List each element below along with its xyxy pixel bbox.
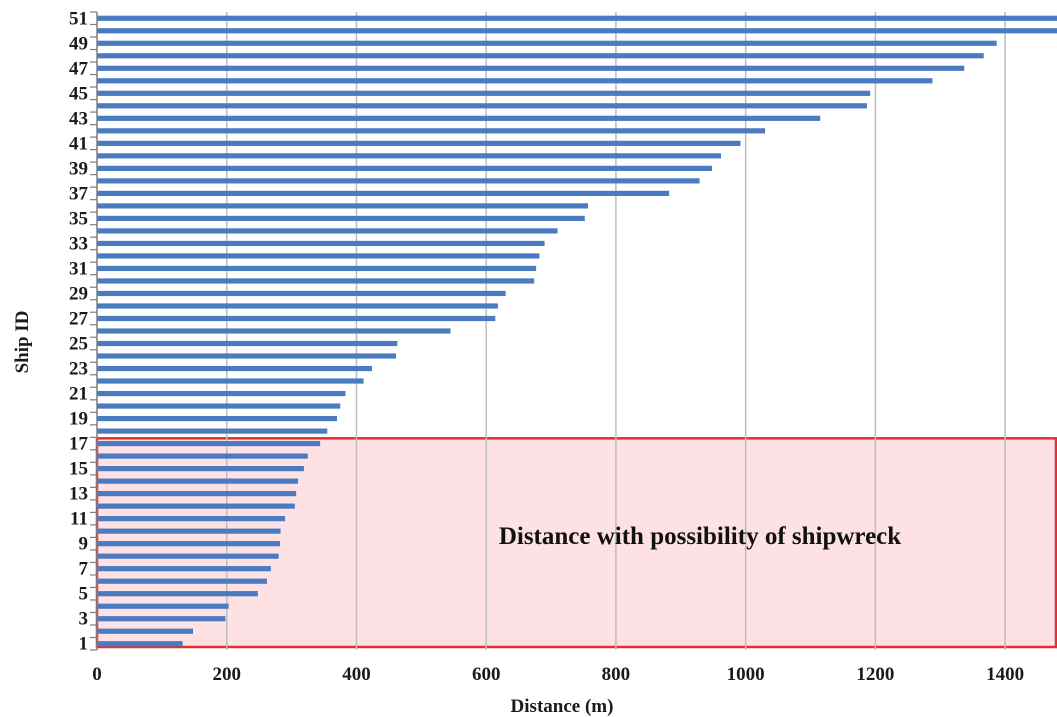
bar-ship-29	[97, 290, 506, 297]
bar-ship-5	[97, 591, 258, 597]
bar-ship-49	[97, 40, 997, 46]
bar-ship-22	[97, 378, 364, 384]
y-tick-label-27: 27	[69, 308, 89, 329]
y-tick-labels: 1357911131517192123252729313335373941434…	[69, 8, 89, 654]
bar-ship-30	[97, 278, 535, 284]
y-tick-label-13: 13	[69, 484, 88, 505]
y-tick-label-3: 3	[79, 609, 89, 630]
y-tick-label-19: 19	[69, 409, 88, 430]
bar-ship-45	[97, 90, 871, 96]
y-tick-label-7: 7	[79, 559, 89, 580]
y-tick-label-39: 39	[69, 158, 88, 179]
bar-ship-31	[97, 265, 537, 272]
bar-ship-7	[97, 566, 271, 572]
bar-ship-38	[97, 178, 700, 184]
x-tick-label-1000: 1000	[727, 664, 765, 685]
bars	[97, 15, 1057, 647]
y-tick-label-5: 5	[79, 584, 89, 605]
bar-ship-15	[97, 466, 304, 472]
bar-ship-33	[97, 240, 545, 247]
bar-ship-48	[97, 53, 984, 59]
y-tick-label-25: 25	[69, 334, 88, 355]
y-tick-label-45: 45	[69, 83, 88, 104]
bar-ship-18	[97, 428, 328, 434]
y-tick-label-49: 49	[69, 33, 88, 54]
bar-ship-4	[97, 603, 229, 609]
bar-ship-43	[97, 115, 821, 121]
y-tick-label-9: 9	[79, 534, 89, 555]
bar-ship-28	[97, 303, 498, 309]
x-tick-label-600: 600	[472, 664, 501, 685]
bar-ship-11	[97, 516, 286, 522]
bar-ship-47	[97, 65, 965, 71]
bar-ship-32	[97, 253, 540, 259]
x-tick-label-1200: 1200	[856, 664, 894, 685]
bar-ship-2	[97, 628, 193, 634]
bar-ship-24	[97, 353, 397, 359]
bar-ship-10	[97, 528, 281, 534]
bar-ship-17	[97, 440, 321, 447]
bar-ship-9	[97, 541, 280, 547]
y-tick-label-15: 15	[69, 459, 88, 480]
x-tick-labels: 0 200 400 600 800 1000 1200 1400	[92, 664, 1024, 685]
y-tick-label-17: 17	[69, 434, 89, 455]
x-tick-label-800: 800	[602, 664, 631, 685]
bar-ship-35	[97, 215, 585, 222]
y-tick-label-1: 1	[79, 634, 89, 655]
bar-ship-36	[97, 203, 589, 209]
bar-ship-6	[97, 578, 267, 584]
x-tick-label-1400: 1400	[986, 664, 1024, 685]
y-tick-label-35: 35	[69, 208, 88, 229]
shipwreck-zone-label: Distance with possibility of shipwreck	[499, 523, 901, 550]
y-tick-label-11: 11	[70, 509, 88, 530]
y-tick-label-47: 47	[69, 58, 89, 79]
y-tick-label-43: 43	[69, 108, 88, 129]
bar-ship-23	[97, 365, 373, 372]
bar-ship-21	[97, 390, 346, 397]
bar-ship-50	[97, 28, 1057, 34]
bar-ship-46	[97, 78, 933, 84]
bar-ship-16	[97, 453, 308, 459]
bar-ship-41	[97, 140, 741, 146]
bar-ship-19	[97, 415, 337, 422]
bar-ship-14	[97, 478, 299, 484]
y-tick-label-37: 37	[69, 183, 89, 204]
bar-ship-1	[97, 641, 183, 647]
y-tick-label-23: 23	[69, 359, 88, 380]
bar-ship-39	[97, 165, 712, 171]
y-tick-label-51: 51	[69, 8, 88, 29]
bar-ship-42	[97, 128, 766, 134]
y-tick-label-21: 21	[69, 384, 88, 405]
bar-ship-13	[97, 491, 297, 497]
y-tick-label-41: 41	[69, 133, 88, 154]
bar-ship-40	[97, 153, 721, 159]
bar-ship-8	[97, 553, 279, 559]
y-tick-label-33: 33	[69, 233, 88, 254]
bar-ship-25	[97, 340, 398, 347]
bar-ship-12	[97, 503, 295, 509]
bar-ship-51	[97, 15, 1057, 21]
axes	[90, 11, 98, 651]
bar-ship-44	[97, 103, 867, 109]
bar-ship-34	[97, 228, 558, 234]
x-tick-label-400: 400	[342, 664, 371, 685]
bar-ship-27	[97, 315, 496, 322]
bar-ship-20	[97, 403, 341, 409]
y-tick-label-31: 31	[69, 258, 88, 279]
x-tick-label-0: 0	[92, 664, 102, 685]
x-tick-label-200: 200	[212, 664, 241, 685]
bar-ship-37	[97, 190, 670, 196]
bar-ship-26	[97, 328, 451, 334]
bar-ship-3	[97, 616, 226, 622]
y-axis-title: Ship ID	[12, 311, 33, 374]
x-axis-title: Distance (m)	[511, 696, 614, 717]
y-tick-label-29: 29	[69, 283, 88, 304]
